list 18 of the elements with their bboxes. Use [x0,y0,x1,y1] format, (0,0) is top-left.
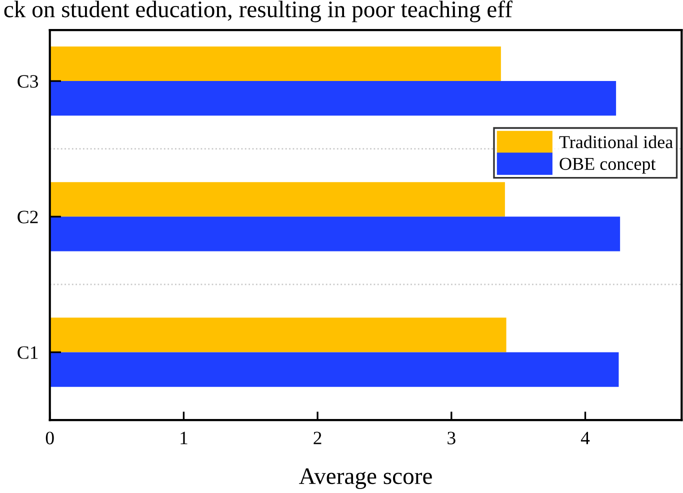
y-tick-label: C1 [18,346,38,359]
bar [50,352,619,387]
bar [50,81,616,116]
x-tick-label: 2 [314,432,322,444]
x-tick-label: 4 [580,432,590,444]
text: ck on student education, resulting in poor teaching eff [4,0,512,22]
legend-label: OBE concept [560,158,656,174]
x-tick-label: 0 [46,432,54,444]
legend-label: Traditional idea [559,136,673,148]
y-tick-label: C3 [18,75,38,88]
bar [50,216,620,252]
bar [50,46,501,82]
bar [50,182,505,217]
x-tick-label: 1 [180,432,188,444]
x-axis-title: Average score [299,468,432,490]
y-tick-label: C2 [18,210,38,224]
x-tick-label: 3 [448,432,456,444]
bar [50,318,506,352]
